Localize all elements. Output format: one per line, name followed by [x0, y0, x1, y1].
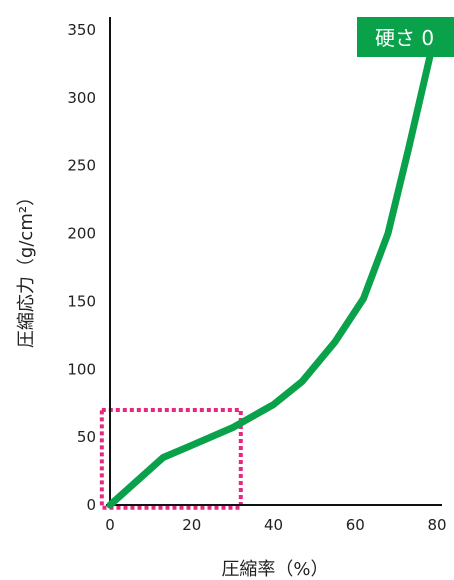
- y-axis-title: 圧縮応力（g/cm²）: [16, 188, 37, 348]
- series-point: [407, 148, 409, 150]
- y-tick-label: 350: [67, 21, 96, 39]
- x-axis-title: 圧縮率（%）: [221, 559, 328, 580]
- x-tick-label: 40: [264, 516, 283, 534]
- series-badge: 硬さ 0: [357, 17, 454, 57]
- series-point: [301, 381, 303, 382]
- y-tick-label: 50: [77, 428, 96, 446]
- series-point: [387, 233, 389, 235]
- series-point: [191, 444, 193, 446]
- y-tick-label: 150: [67, 292, 96, 310]
- x-tick-label: 0: [105, 516, 115, 534]
- series-point: [334, 341, 336, 343]
- y-tick-label: 200: [67, 225, 96, 243]
- series-line: [106, 40, 437, 509]
- x-tick-label: 60: [346, 516, 365, 534]
- x-tick-label: 20: [182, 516, 201, 534]
- y-tick-label: 300: [67, 89, 96, 107]
- series-point: [362, 298, 364, 300]
- series-badge-label: 硬さ 0: [375, 26, 434, 50]
- series-point: [162, 457, 164, 458]
- y-tick-label: 250: [67, 157, 96, 175]
- series-badge-bg: [357, 17, 454, 57]
- x-tick-label: 80: [427, 516, 446, 534]
- series-point: [232, 427, 234, 429]
- y-tick-label: 0: [86, 496, 96, 514]
- y-tick-label: 100: [67, 360, 96, 378]
- series-point: [109, 504, 111, 506]
- series-point: [273, 404, 274, 406]
